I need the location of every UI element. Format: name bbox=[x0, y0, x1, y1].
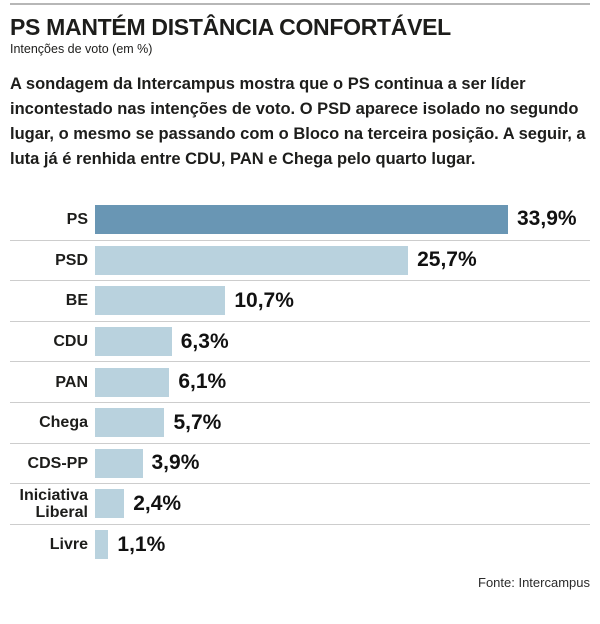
bar-value: 1,1% bbox=[117, 532, 166, 556]
bar bbox=[95, 530, 109, 560]
chart-subtitle: Intenções de voto (em %) bbox=[10, 42, 153, 56]
bar-value: 6,1% bbox=[178, 370, 227, 394]
bar-area: 6,3% bbox=[95, 322, 590, 362]
bar-area: 6,1% bbox=[95, 362, 590, 402]
bar-label: PS bbox=[66, 210, 88, 228]
bar bbox=[95, 245, 409, 275]
bar-label: CDS-PP bbox=[27, 454, 88, 472]
bar-value: 6,3% bbox=[180, 329, 229, 353]
bar-row: Chega 5,7% bbox=[10, 401, 590, 443]
bar-row: PAN 6,1% bbox=[10, 361, 590, 402]
top-rule bbox=[10, 3, 590, 5]
bar-area: 10,7% bbox=[95, 281, 590, 321]
bar-label: PSD bbox=[55, 251, 88, 269]
bar-label: PAN bbox=[55, 373, 88, 391]
bar-value: 5,7% bbox=[173, 410, 222, 434]
bar bbox=[95, 204, 508, 234]
bar-area: 2,4% bbox=[95, 484, 590, 524]
bar-label: Iniciativa Liberal bbox=[19, 486, 88, 521]
bar bbox=[95, 489, 125, 519]
bar-area: 3,9% bbox=[95, 444, 590, 484]
lead-paragraph: A sondagem da Intercampus mostra que o P… bbox=[10, 75, 586, 168]
bar-label: Chega bbox=[39, 414, 88, 432]
bar-area: 5,7% bbox=[95, 403, 590, 443]
bar-row: PS 33,9% bbox=[10, 199, 590, 240]
bar-row: Iniciativa Liberal 2,4% bbox=[10, 483, 590, 524]
bar-value: 33,9% bbox=[517, 207, 577, 231]
page-title: PS MANTÉM DISTÂNCIA CONFORTÁVEL bbox=[10, 14, 451, 40]
bar-value: 2,4% bbox=[133, 491, 182, 515]
bar-row: BE 10,7% bbox=[10, 280, 590, 321]
bar-row: PSD 25,7% bbox=[10, 239, 590, 281]
bar-row: CDS-PP 3,9% bbox=[10, 442, 590, 484]
bar-row: CDU 6,3% bbox=[10, 320, 590, 362]
bar bbox=[95, 286, 226, 316]
infographic: PS MANTÉM DISTÂNCIA CONFORTÁVEL Intençõe… bbox=[0, 3, 600, 624]
bar-value: 10,7% bbox=[234, 288, 294, 312]
bar-chart: PS 33,9% PSD 25,7% BE 10,7% CDU 6,3% PAN 6,1% Cheg… bbox=[10, 199, 590, 564]
bar-row: Livre 1,1% bbox=[10, 523, 590, 565]
bar-label: BE bbox=[65, 292, 88, 310]
bar-value: 25,7% bbox=[417, 248, 477, 272]
bar-area: 25,7% bbox=[95, 241, 590, 281]
bar-value: 3,9% bbox=[151, 451, 200, 475]
bar-label: Livre bbox=[49, 536, 88, 554]
bar-area: 1,1% bbox=[95, 525, 590, 565]
bar bbox=[95, 367, 170, 397]
bar bbox=[95, 327, 172, 357]
bar-area: 33,9% bbox=[95, 199, 590, 240]
source-credit: Fonte: Intercampus bbox=[478, 575, 590, 591]
bar bbox=[95, 448, 143, 478]
bar-label: CDU bbox=[53, 333, 88, 351]
bar bbox=[95, 408, 165, 438]
